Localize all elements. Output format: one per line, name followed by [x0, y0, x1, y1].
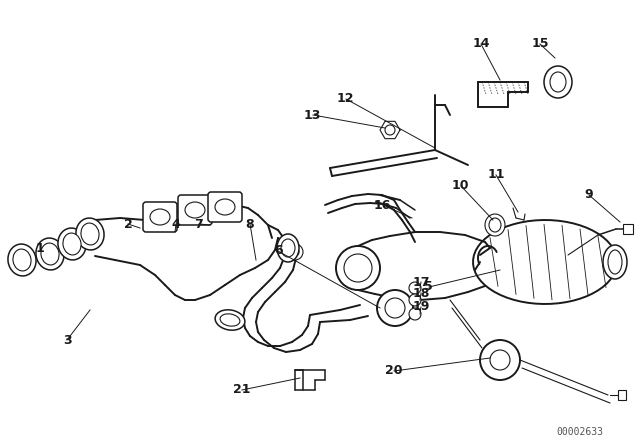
Ellipse shape	[489, 218, 501, 232]
Text: 11: 11	[487, 168, 505, 181]
Text: 2: 2	[124, 217, 132, 231]
FancyBboxPatch shape	[208, 192, 242, 222]
Text: 17: 17	[412, 276, 430, 289]
Ellipse shape	[544, 66, 572, 98]
Circle shape	[336, 246, 380, 290]
Circle shape	[409, 308, 421, 320]
Text: 15: 15	[532, 37, 550, 51]
Bar	[623, 224, 633, 234]
Text: 19: 19	[412, 300, 430, 314]
Text: 5: 5	[424, 280, 433, 293]
Ellipse shape	[63, 233, 81, 255]
Ellipse shape	[608, 250, 622, 274]
FancyBboxPatch shape	[178, 195, 212, 225]
Text: 9: 9	[584, 188, 593, 202]
Text: 8: 8	[245, 217, 254, 231]
Text: 1: 1	[35, 242, 44, 255]
Text: 00002633: 00002633	[557, 427, 604, 437]
Ellipse shape	[485, 214, 505, 236]
Text: 12: 12	[337, 92, 355, 105]
Ellipse shape	[281, 239, 295, 257]
Text: 3: 3	[63, 334, 72, 347]
Ellipse shape	[13, 249, 31, 271]
Ellipse shape	[58, 228, 86, 260]
Ellipse shape	[76, 218, 104, 250]
Ellipse shape	[550, 72, 566, 92]
Ellipse shape	[277, 234, 299, 262]
Circle shape	[291, 248, 299, 256]
Ellipse shape	[81, 223, 99, 245]
FancyBboxPatch shape	[143, 202, 177, 232]
Circle shape	[385, 125, 395, 135]
Text: 10: 10	[452, 179, 470, 193]
Text: 14: 14	[472, 37, 490, 51]
Text: 18: 18	[412, 287, 430, 300]
Text: 6: 6	[274, 244, 283, 258]
Circle shape	[409, 282, 421, 294]
Text: 20: 20	[385, 364, 403, 378]
Ellipse shape	[215, 310, 245, 330]
Text: 13: 13	[303, 109, 321, 122]
Circle shape	[490, 350, 510, 370]
Text: 7: 7	[194, 217, 203, 231]
Circle shape	[409, 294, 421, 306]
Text: 21: 21	[233, 383, 251, 396]
Ellipse shape	[220, 314, 240, 326]
Text: 4: 4	[172, 217, 180, 231]
Ellipse shape	[8, 244, 36, 276]
Ellipse shape	[150, 209, 170, 225]
Circle shape	[480, 340, 520, 380]
Circle shape	[344, 254, 372, 282]
Bar	[618, 390, 626, 400]
Ellipse shape	[41, 243, 59, 265]
Circle shape	[359, 255, 369, 265]
Circle shape	[377, 290, 413, 326]
Ellipse shape	[185, 202, 205, 218]
Circle shape	[385, 298, 405, 318]
Ellipse shape	[36, 238, 64, 270]
Text: 16: 16	[374, 198, 392, 212]
Circle shape	[287, 244, 303, 260]
Ellipse shape	[215, 199, 235, 215]
Ellipse shape	[603, 245, 627, 279]
